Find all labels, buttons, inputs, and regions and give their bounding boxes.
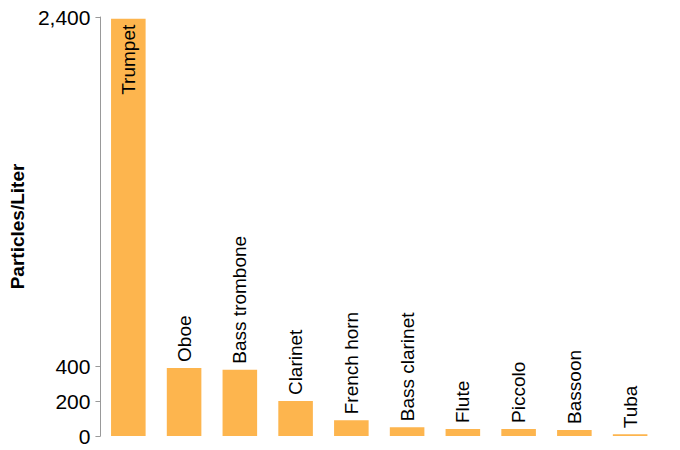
svg-text:French horn: French horn [341,312,362,414]
svg-text:Flute: Flute [452,381,473,423]
svg-text:Bass clarinet: Bass clarinet [397,312,418,421]
svg-text:0: 0 [79,425,91,448]
svg-text:Oboe: Oboe [174,315,195,361]
svg-text:Clarinet: Clarinet [285,329,306,395]
svg-text:Trumpet: Trumpet [118,24,139,95]
svg-text:Bassoon: Bassoon [564,350,585,424]
svg-text:2,400: 2,400 [38,6,91,29]
svg-text:200: 200 [55,390,90,413]
svg-text:Piccolo: Piccolo [508,362,529,423]
svg-text:Bass trombone: Bass trombone [229,236,250,364]
svg-text:Tuba: Tuba [620,385,641,428]
svg-text:400: 400 [55,355,90,378]
svg-text:Particles/Liter: Particles/Liter [7,163,28,289]
